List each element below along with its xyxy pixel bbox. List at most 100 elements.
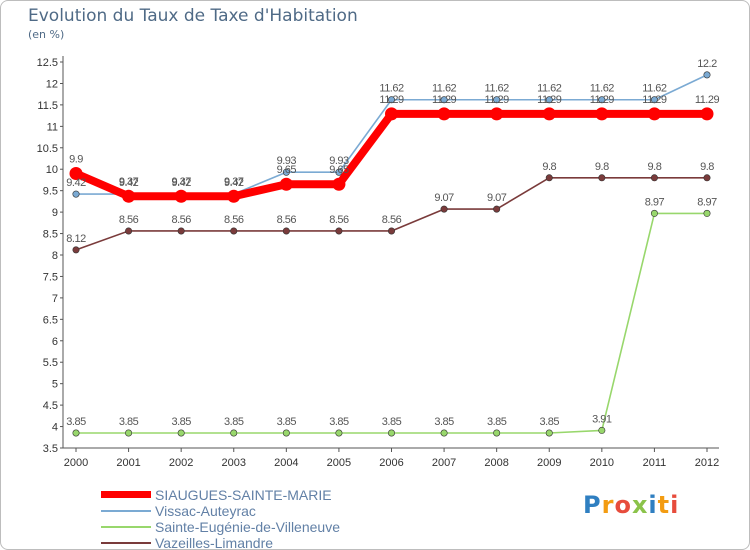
x-tick-label: 2003 — [222, 457, 246, 469]
data-label: 11.62 — [537, 83, 562, 95]
data-point — [440, 205, 448, 213]
data-point — [703, 71, 711, 79]
data-label: 8.12 — [66, 233, 86, 245]
data-point — [125, 429, 133, 437]
data-point — [545, 174, 553, 182]
data-point — [282, 227, 290, 235]
y-tick-label: 11.5 — [37, 100, 58, 112]
data-point — [387, 96, 395, 104]
y-tick-label: 12 — [46, 78, 58, 90]
data-point — [542, 107, 556, 121]
y-tick-label: 8 — [52, 250, 58, 262]
chart-axes: 3.5 4 4.5 5 5.5 6 6.5 7 7.5 8 8.5 9 9.5 10 10.5 11 11.5 1… — [37, 56, 719, 469]
data-point — [647, 107, 661, 121]
data-label: 3.85 — [224, 416, 244, 428]
y-tick-label: 5 — [52, 379, 58, 391]
data-label: 9.37 — [224, 176, 244, 188]
x-tick-label: 2004 — [274, 457, 298, 469]
data-point — [230, 429, 238, 437]
data-point — [440, 96, 448, 104]
logo-letter: i — [670, 491, 680, 519]
data-point — [125, 227, 133, 235]
y-tick-label: 10.5 — [37, 143, 58, 155]
y-tick-label: 3.5 — [43, 443, 58, 455]
data-label: 9.8 — [595, 161, 609, 173]
data-point — [227, 189, 241, 203]
x-tick-label: 2009 — [537, 457, 561, 469]
y-tick-label: 9.5 — [43, 186, 58, 198]
data-point — [72, 429, 80, 437]
data-point — [703, 174, 711, 182]
data-label: 11.62 — [379, 83, 404, 95]
y-tick-label: 9 — [52, 207, 58, 219]
data-point — [332, 177, 346, 191]
data-point — [437, 107, 451, 121]
data-point — [595, 107, 609, 121]
data-label: 11.62 — [485, 83, 510, 95]
legend-label-vissac: Vissac-Auteyrac — [155, 503, 256, 519]
y-tick-label: 11 — [47, 121, 58, 133]
data-label: 9.65 — [329, 164, 349, 176]
data-label: 12.2 — [697, 58, 717, 70]
data-label: 3.85 — [171, 416, 191, 428]
data-label: 9.07 — [434, 192, 454, 204]
data-point — [230, 227, 238, 235]
data-point — [700, 107, 714, 121]
chart-title: Evolution du Taux de Taxe d'Habitation — [28, 6, 358, 26]
y-tick-label: 7.5 — [43, 271, 58, 283]
data-point — [335, 227, 343, 235]
data-point — [282, 429, 290, 437]
data-label: 11.62 — [642, 83, 667, 95]
data-point — [387, 227, 395, 235]
data-label: 9.65 — [277, 164, 297, 176]
data-label: 8.56 — [119, 214, 139, 226]
x-tick-label: 2006 — [379, 457, 403, 469]
data-point — [387, 429, 395, 437]
y-tick-label: 4 — [52, 422, 58, 434]
data-label: 11.62 — [590, 83, 615, 95]
data-point — [440, 429, 448, 437]
data-label: 9.37 — [119, 176, 139, 188]
data-label: 8.97 — [645, 196, 665, 208]
data-point — [335, 168, 343, 176]
data-point — [650, 209, 658, 217]
data-label: 3.85 — [329, 416, 349, 428]
data-point — [598, 96, 606, 104]
data-point — [177, 429, 185, 437]
data-point — [545, 96, 553, 104]
data-label: 3.85 — [277, 416, 297, 428]
data-labels-layer: 8.12 8.56 8.56 8.56 8.56 8.56 8.56 9.07 9.07 9.8 9… — [66, 58, 720, 428]
x-tick-label: 2000 — [64, 457, 88, 469]
data-label: 3.85 — [540, 416, 560, 428]
data-point — [545, 429, 553, 437]
logo-letter: o — [614, 491, 632, 519]
data-point — [598, 426, 606, 434]
data-point — [493, 429, 501, 437]
data-label: 11.29 — [695, 94, 720, 106]
y-tick-label: 12.5 — [37, 57, 58, 69]
y-tick-label: 10 — [46, 164, 58, 176]
data-label: 11.29 — [590, 94, 615, 106]
data-label: 9.42 — [171, 177, 191, 189]
series-line — [75, 212, 708, 434]
data-point — [335, 429, 343, 437]
data-label: 3.85 — [434, 416, 454, 428]
legend-swatch-vissac — [101, 510, 151, 512]
x-tick-label: 2012 — [695, 457, 719, 469]
data-label: 11.29 — [485, 94, 510, 106]
data-point — [490, 107, 504, 121]
legend-label-siaugues: SIAUGUES-SAINTE-MARIE — [155, 487, 332, 503]
data-label: 9.07 — [487, 192, 507, 204]
data-label: 8.97 — [697, 196, 717, 208]
data-point — [122, 189, 136, 203]
data-label: 11.29 — [642, 94, 667, 106]
data-label: 9.8 — [648, 161, 662, 173]
data-label: 11.62 — [432, 83, 457, 95]
x-tick-label: 2007 — [432, 457, 456, 469]
data-point — [72, 190, 80, 198]
logo-letter: P — [583, 491, 602, 519]
data-label: 9.93 — [329, 155, 349, 167]
logo-letter: x — [631, 491, 649, 519]
y-tick-label: 8.5 — [43, 229, 58, 241]
